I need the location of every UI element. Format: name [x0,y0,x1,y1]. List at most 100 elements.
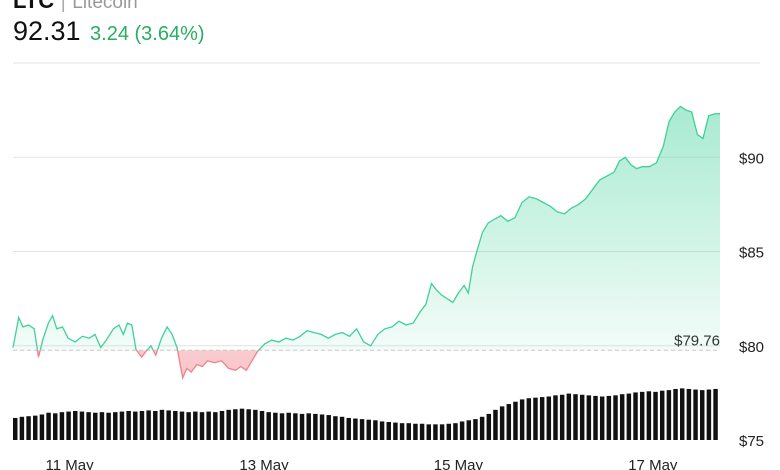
volume-bar [359,419,365,440]
volume-bar [426,424,431,440]
volume-bar [346,417,351,440]
volume-bar [233,409,238,440]
volume-bar [353,418,358,440]
volume-bar [66,411,71,440]
volume-bar [213,412,218,440]
y-tick-label: $90 [739,150,764,167]
volume-bar [166,410,171,440]
volume-bar [239,408,245,440]
volume-bar [479,416,485,440]
y-tick-label: $80 [739,339,764,356]
volume-bar [659,390,665,440]
ticker-header: LTC | Litecoin [13,0,138,14]
volume-bar [399,423,405,440]
volume-bar [513,401,518,440]
volume-bar [113,412,118,440]
volume-bar [266,412,271,440]
volume-bar [393,422,398,440]
volume-bar [706,389,712,440]
volume-bar [53,413,58,440]
volume-bar [553,395,558,440]
volume-bar [633,392,638,440]
volume-bar [106,412,111,440]
volume-bar [459,421,465,440]
volume-bar [186,412,191,440]
volume-bar [293,413,298,440]
volume-bar [466,420,472,440]
volume-bar [286,412,291,440]
asset-name: Litecoin [72,0,138,13]
volume-bar [446,423,452,440]
volume-bar [519,399,525,440]
volume-bar [453,423,458,440]
volume-bar [219,411,225,440]
volume-bar [693,389,698,440]
volume-bar [193,411,198,440]
volume-bar [79,411,85,440]
volume-bar [626,393,632,440]
volume-bar [139,411,145,440]
price-change: 3.24 (3.64%) [90,23,205,45]
volume-bar [93,412,98,440]
volume-bar [13,417,18,440]
volume-bar [373,420,378,440]
volume-bar [566,393,572,440]
volume-bar [386,422,391,440]
volume-bar [506,404,512,440]
price-area-up [13,106,720,351]
volume-bar [73,411,78,440]
volume-bar [406,423,411,440]
ticker-separator: | [60,0,66,13]
x-tick-label: 13 May [239,457,289,470]
volume-bar [673,388,678,440]
volume-bar [713,388,718,440]
volume-bar [599,396,605,440]
volume-bar [313,413,318,440]
volume-bar [433,424,438,440]
volume-bar [259,411,265,440]
volume-bar [593,395,598,440]
volume-bar [639,391,645,440]
volume-bar [533,397,538,440]
volume-bar [306,413,311,440]
volume-bar [86,412,91,440]
volume-bar [179,411,185,440]
volume-bar [126,411,131,440]
x-tick-label: 17 May [628,457,678,470]
volume-bar [99,412,105,440]
volume-bar [526,398,532,440]
volume-bar [339,416,345,440]
volume-bar [499,406,505,440]
volume-bar [493,409,498,440]
volume-bar [679,388,685,440]
volume-bar [253,409,258,440]
volume-bar [46,412,51,440]
volume-bar [419,423,425,440]
volume-bar [326,415,331,440]
volume-bar [173,411,178,440]
volume-bar [159,409,165,440]
volume-bar [366,419,371,440]
x-tick-label: 15 May [434,457,484,470]
volume-bar [146,410,151,440]
volume-bar [646,391,652,440]
reference-price-label: $79.76 [674,332,720,349]
volume-bar [133,411,138,440]
volume-bar [619,394,625,440]
ticker-symbol: LTC [13,0,55,13]
volume-bar [273,412,278,440]
volume-bar [573,394,578,440]
volume-bar [666,390,672,440]
volume-bar [199,412,205,440]
x-tick-label: 11 May [46,457,95,470]
volume-bar [33,415,38,440]
volume-bar [59,412,65,440]
y-tick-label: $85 [739,245,764,262]
volume-bar [473,419,478,440]
volume-bar [299,413,305,440]
volume-bar [246,409,251,440]
volume-bar [486,413,492,440]
price-quote: 92.31 3.24 (3.64%) [13,16,205,47]
volume-bar [226,409,231,440]
